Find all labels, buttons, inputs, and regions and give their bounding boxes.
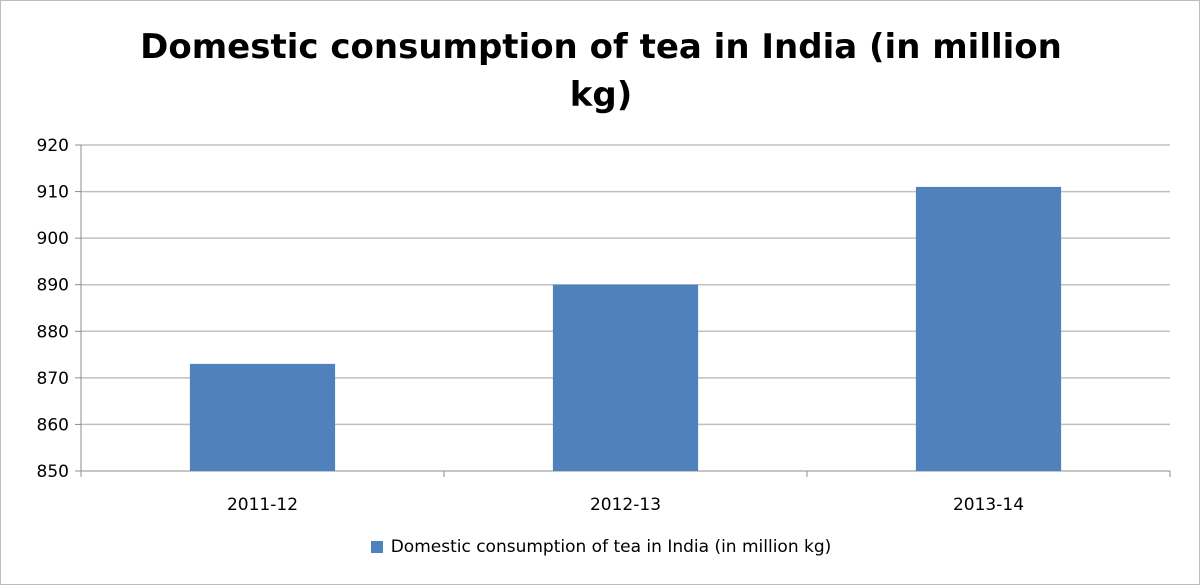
y-tick-label: 870 <box>37 369 69 389</box>
chart-title-line-2: kg) <box>569 75 633 115</box>
x-tick-label: 2013-14 <box>953 495 1024 515</box>
bar <box>915 186 1062 471</box>
y-tick-label: 910 <box>37 183 69 203</box>
legend: Domestic consumption of tea in India (in… <box>1 537 1200 557</box>
y-tick-label: 850 <box>37 462 69 482</box>
bar <box>552 284 699 471</box>
y-tick-label: 860 <box>37 415 69 435</box>
bar <box>189 363 336 471</box>
y-tick-label: 890 <box>37 276 69 296</box>
x-tick-label: 2011-12 <box>227 495 298 515</box>
x-tick-label: 2012-13 <box>590 495 661 515</box>
legend-label: Domestic consumption of tea in India (in… <box>390 537 832 557</box>
y-tick-label: 920 <box>37 136 69 156</box>
legend-swatch <box>370 541 383 553</box>
chart-title-line-1: Domestic consumption of tea in India (in… <box>140 27 1062 67</box>
chart-title: Domestic consumption of tea in India (in… <box>1 23 1200 119</box>
y-tick-label: 880 <box>37 322 69 342</box>
y-tick-label: 900 <box>37 229 69 249</box>
